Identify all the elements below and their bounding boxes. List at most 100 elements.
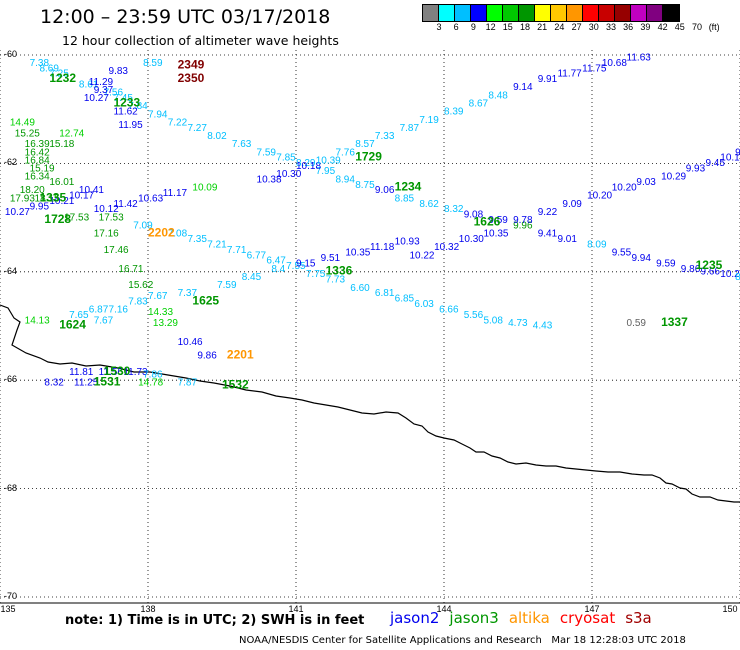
swh-value-label: 11.18 [370, 242, 395, 253]
swh-value-label: 7.63 [232, 139, 252, 150]
swh-value-label: 9.51 [321, 253, 341, 264]
colorbar-label: 18 [519, 22, 531, 32]
swh-value-label: 16.34 [25, 172, 50, 183]
colorbar-swatch-14 [647, 5, 663, 21]
swh-value-label: 0.59 [627, 318, 647, 329]
swh-value-label: 9.59 [488, 215, 508, 226]
pass-time-label: 1624 [59, 318, 86, 332]
swh-value-label: 6.66 [439, 304, 459, 315]
swh-value-label: 8.61 [79, 80, 99, 91]
pass-time-label: 1626 [474, 215, 501, 229]
swh-value-label: 7.21 [207, 239, 227, 250]
swh-value-label: 7.38 [30, 58, 50, 69]
swh-value-label: 8.85 [395, 193, 415, 204]
colorbar-label: 6 [453, 22, 459, 32]
pass-time-label: 1337 [661, 315, 688, 329]
swh-value-label: 11.77 [557, 69, 582, 80]
swh-value-label: 11.81 [69, 367, 94, 378]
pass-time-label: 1531 [94, 375, 121, 389]
swh-value-label: 8.4 [271, 264, 285, 275]
swh-value-label: 14.78 [138, 378, 163, 389]
swh-value-label: 8.48 [488, 90, 508, 101]
colorbar-label: 33 [605, 22, 617, 32]
swh-value-label: 15.19 [30, 164, 55, 175]
swh-value-label: 8.62 [419, 199, 439, 210]
swh-value-label: 7.83 [128, 296, 148, 307]
colorbar-label: 30 [588, 22, 599, 32]
swh-value-label: 16.84 [25, 155, 50, 166]
swh-value-label: 10.30 [276, 169, 301, 180]
colorbar [422, 4, 680, 22]
swh-value-label: 16.39 [25, 139, 50, 150]
swh-value-label: 7.85 [276, 153, 296, 164]
swh-value-label: 4.43 [533, 321, 553, 332]
swh-value-label: 10.35 [345, 248, 370, 259]
map-grid [0, 50, 740, 604]
colorbar-label: 27 [571, 22, 582, 32]
swh-value-label: 7.37 [178, 288, 198, 299]
swh-value-label: 10.29 [661, 172, 686, 183]
swh-value-label: 8.09 [587, 239, 607, 250]
swh-value-label: 7.59 [257, 147, 277, 158]
lat-tick-label: -62 [4, 157, 18, 168]
swh-value-label: 7.45 [113, 93, 133, 104]
swh-value-label: 14.33 [148, 307, 173, 318]
pass-time-label: 1728 [44, 212, 71, 226]
swh-value-label: 7.67 [148, 291, 168, 302]
colorbar-label: 45 [674, 22, 685, 32]
colorbar-swatch-3 [471, 5, 487, 21]
swh-value-label: 7.87 [178, 378, 198, 389]
legend-item-jason3: jason3 [449, 609, 499, 627]
colorbar-swatch-12 [615, 5, 631, 21]
swh-value-label: 7.65 [69, 310, 89, 321]
colorbar-label: 36 [623, 22, 634, 32]
pass-time-label: 2201 [227, 348, 254, 362]
swh-value-label: 5.08 [483, 315, 503, 326]
lon-tick-label: 150 [722, 604, 738, 614]
swh-value-label: 10.38 [257, 174, 282, 185]
swh-value-label: 9.66 [701, 267, 721, 278]
swh-value-label: 4.73 [508, 318, 528, 329]
swh-value-label: 9.06 [375, 185, 395, 196]
swh-value-label: 10.22 [409, 250, 434, 261]
swh-value-label: 9.08 [464, 210, 484, 221]
swh-value-label: 10.09 [192, 183, 217, 194]
swh-value-label: 9.14 [513, 82, 533, 93]
swh-value-label: 8.32 [444, 204, 464, 215]
lon-tick-label: 141 [288, 604, 304, 614]
swh-value-label: 10.35 [483, 229, 508, 240]
legend-item-s3a: s3a [625, 609, 652, 627]
swh-value-label: 11.95 [118, 120, 143, 131]
colorbar-label: 15 [502, 22, 513, 32]
colorbar-label: 9 [470, 22, 476, 32]
swh-value-label: 15.25 [15, 128, 40, 139]
swh-value-label: 8.94 [335, 174, 355, 185]
swh-value-label: 8.39 [444, 107, 464, 118]
swh-value-label: 10.39 [316, 155, 341, 166]
lon-tick-label: 135 [0, 604, 16, 614]
swh-value-label: 7.33 [375, 131, 395, 142]
swh-value-label: 11.29 [89, 77, 114, 88]
swh-value-label: 11.63 [627, 52, 652, 63]
swh-value-label: 6.03 [414, 299, 434, 310]
swh-value-label: 10.68 [602, 58, 627, 69]
swh-value-label: 10.41 [79, 185, 104, 196]
pass-time-label: 1233 [113, 95, 140, 109]
swh-value-label: 17.46 [104, 245, 129, 256]
pass-time-label: 2349 [178, 58, 205, 72]
swh-value-label: 8.8 [735, 272, 740, 283]
legend-item-jason2: jason2 [390, 609, 440, 627]
swh-value-label: 12.74 [59, 128, 84, 139]
colorbar-swatch-2 [455, 5, 471, 21]
swh-value-label: 11.17 [163, 188, 188, 199]
swh-value-label: 10.17 [69, 191, 94, 202]
swh-value-label: 9.15 [296, 258, 316, 269]
colorbar-swatch-10 [583, 5, 599, 21]
pass-time-label: 1234 [395, 180, 422, 194]
colorbar-labels: 3 6 9 12 15 18 21 24 27 30 33 36 39 42 45 70 (ft) [422, 22, 740, 34]
swh-value-label: 8.59 [143, 58, 163, 69]
swh-value-label: 11.42 [113, 199, 138, 210]
swh-value-label: 10.22 [720, 269, 740, 280]
pass-time-label: 1532 [222, 377, 249, 391]
